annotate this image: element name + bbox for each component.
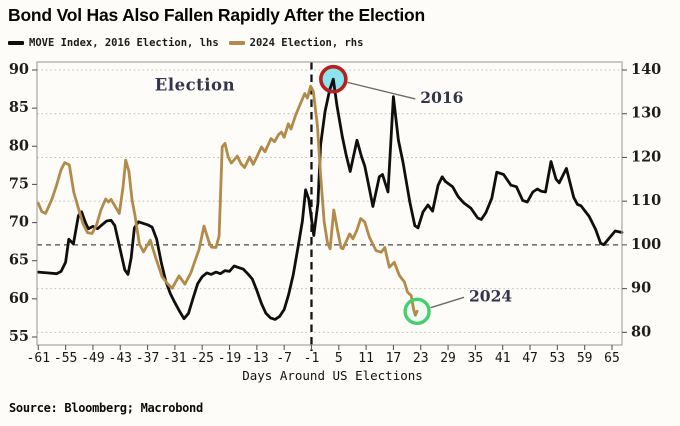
x-tick-label: -61 [27,351,50,366]
x-tick-label: -49 [81,351,104,366]
annotation-label-2024: 2024 [469,286,512,305]
annotation-label-2016: 2016 [420,88,463,107]
x-tick-label: 65 [604,351,620,366]
series-2024-line [36,84,419,317]
x-tick-label: 11 [358,351,374,366]
x-tick-label: -1 [304,351,320,366]
x-tick-label: -25 [190,351,213,366]
y-left-tick-label: 55 [9,328,29,345]
legend-swatch-2016 [8,41,24,45]
y-right-tick-label: 130 [631,105,661,122]
election-label: Election [155,76,235,95]
legend-swatch-2024 [228,41,245,45]
x-tick-label: -19 [218,351,241,366]
x-tick-label: 29 [440,351,456,366]
plot-frame [36,61,623,346]
y-right-tick-label: 90 [631,280,651,297]
series-2016-line [36,77,624,321]
legend-label-2016: MOVE Index, 2016 Election, lhs [29,37,219,49]
x-tick-label: -55 [54,351,77,366]
y-right-tick-label: 100 [631,236,661,253]
x-tick-label: 5 [335,351,343,366]
y-left-tick-label: 80 [9,137,29,154]
y-right-tick-label: 110 [631,192,661,209]
x-tick-label: 35 [468,351,484,366]
y-right-tick-label: 140 [631,61,661,78]
x-tick-label: -7 [276,351,292,366]
x-tick-label: 59 [577,351,593,366]
highlight-circle-2024 [403,297,431,326]
x-axis-title: Days Around US Elections [242,368,423,383]
chart-title: Bond Vol Has Also Fallen Rapidly After t… [8,5,425,25]
x-tick-label: 53 [550,351,566,366]
y-left-tick-label: 90 [9,61,29,78]
x-tick-label: 47 [522,351,538,366]
y-left-tick-label: 65 [9,252,29,269]
y-right-tick-label: 80 [631,323,651,340]
y-left-tick-label: 60 [9,290,29,307]
x-tick-label: -43 [109,351,132,366]
x-tick-label: 41 [495,351,511,366]
annotation-leader-2024 [430,296,465,309]
annotation-leader-2016 [347,81,416,100]
x-tick-label: -37 [136,351,159,366]
source-note: Source: Bloomberg; Macrobond [9,401,203,415]
legend: MOVE Index, 2016 Election, lhs 2024 Elec… [8,37,363,49]
y-right-tick-label: 120 [631,148,661,165]
legend-label-2024: 2024 Election, rhs [249,37,364,49]
highlight-circle-2016 [319,64,348,94]
x-tick-label: -13 [245,351,268,366]
x-tick-label: 17 [386,351,402,366]
y-left-tick-label: 70 [9,214,29,231]
y-left-tick-label: 85 [9,99,29,116]
x-tick-label: -31 [163,351,186,366]
y-left-tick-label: 75 [9,175,29,192]
x-tick-label: 23 [413,351,429,366]
